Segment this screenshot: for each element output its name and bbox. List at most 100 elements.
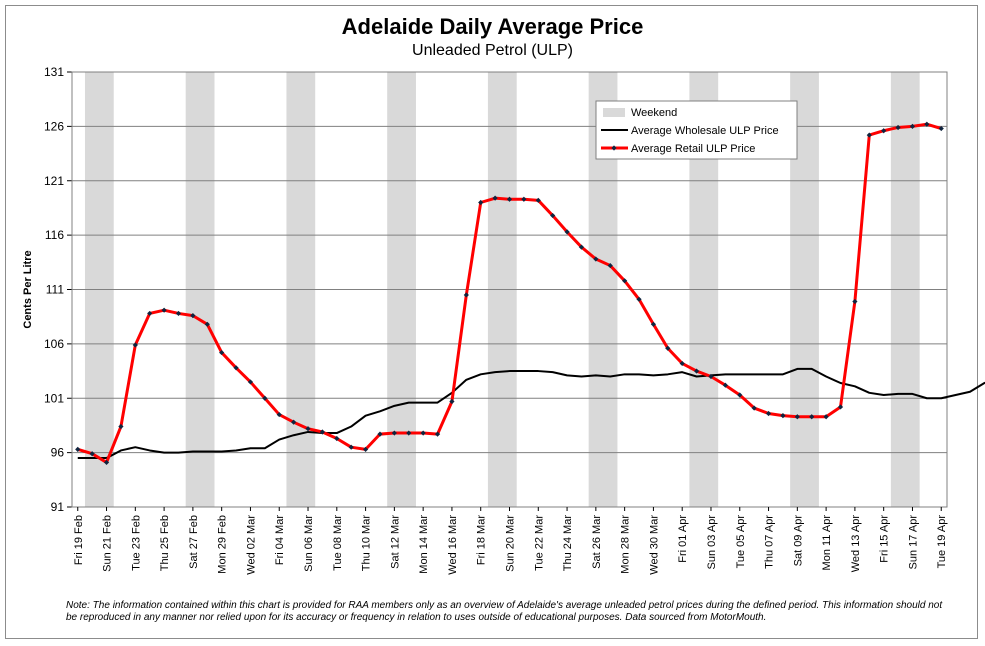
x-tick-label: Sat 12 Mar bbox=[389, 515, 401, 569]
retail-point bbox=[305, 426, 311, 432]
retail-point bbox=[334, 435, 340, 442]
x-tick-label: Thu 24 Mar bbox=[562, 515, 574, 572]
y-tick-label: 91 bbox=[51, 500, 65, 514]
x-tick-label: Sun 03 Apr bbox=[706, 515, 718, 570]
retail-point bbox=[909, 123, 916, 129]
x-tick-label: Sun 20 Mar bbox=[505, 515, 517, 572]
retail-point bbox=[823, 414, 829, 420]
y-tick-label: 111 bbox=[46, 283, 65, 297]
x-tick-label: Wed 30 Mar bbox=[648, 515, 660, 575]
retail-point bbox=[924, 121, 930, 127]
y-tick-label: 121 bbox=[44, 174, 64, 188]
x-tick-label: Fri 15 Apr bbox=[879, 515, 891, 563]
retail-point bbox=[535, 197, 541, 203]
x-tick-label: Fri 18 Mar bbox=[476, 515, 488, 565]
retail-point bbox=[420, 430, 426, 436]
retail-point bbox=[794, 414, 800, 420]
x-tick-label: Wed 13 Apr bbox=[850, 515, 862, 573]
y-tick-label: 126 bbox=[44, 119, 64, 133]
y-tick-label: 116 bbox=[45, 228, 64, 242]
chart-subtitle: Unleaded Petrol (ULP) bbox=[412, 42, 573, 59]
x-tick-label: Thu 10 Mar bbox=[361, 515, 373, 572]
x-tick-label: Thu 25 Feb bbox=[159, 515, 171, 571]
x-tick-label: Sat 09 Apr bbox=[792, 515, 804, 567]
retail-point bbox=[348, 444, 354, 450]
retail-point bbox=[175, 310, 182, 317]
y-axis-label: Cents Per Litre bbox=[22, 250, 34, 328]
retail-point bbox=[319, 429, 326, 435]
retail-point bbox=[449, 398, 455, 405]
x-tick-label: Thu 07 Apr bbox=[764, 515, 776, 569]
x-tick-label: Tue 19 Apr bbox=[936, 515, 948, 569]
retail-point bbox=[737, 392, 743, 398]
retail-point bbox=[132, 342, 138, 348]
retail-point bbox=[722, 382, 728, 388]
legend-box bbox=[595, 100, 798, 160]
retail-point bbox=[219, 349, 225, 356]
x-tick-label: Tue 08 Mar bbox=[332, 515, 344, 571]
legend-label: Weekend bbox=[631, 107, 677, 119]
retail-point bbox=[291, 419, 297, 425]
legend-swatch-weekend bbox=[603, 108, 625, 117]
x-tick-label: Fri 01 Apr bbox=[677, 515, 689, 563]
x-tick-label: Sun 21 Feb bbox=[102, 515, 114, 572]
retail-point bbox=[161, 307, 167, 313]
y-tick-label: 96 bbox=[51, 446, 65, 460]
retail-point bbox=[550, 212, 556, 219]
chart-note: Note: The information contained within t… bbox=[66, 600, 943, 623]
x-tick-label: Mon 14 Mar bbox=[418, 515, 430, 574]
retail-point bbox=[233, 365, 239, 371]
retail-point bbox=[492, 195, 498, 201]
retail-point bbox=[636, 296, 642, 302]
y-tick-label: 131 bbox=[44, 65, 64, 79]
retail-point bbox=[434, 431, 441, 437]
retail-point bbox=[89, 451, 95, 457]
retail-point bbox=[607, 262, 613, 269]
retail-point bbox=[780, 413, 786, 419]
x-tick-label: Sun 17 Apr bbox=[907, 515, 919, 570]
x-tick-label: Tue 22 Mar bbox=[533, 515, 545, 571]
retail-point bbox=[377, 431, 383, 437]
x-tick-label: Tue 05 Apr bbox=[735, 515, 747, 569]
x-tick-label: Mon 11 Apr bbox=[821, 515, 833, 571]
retail-point bbox=[881, 128, 887, 134]
retail-point bbox=[204, 321, 210, 327]
retail-point bbox=[103, 459, 110, 466]
retail-point bbox=[362, 446, 369, 452]
retail-point bbox=[751, 405, 757, 411]
y-tick-label: 106 bbox=[44, 337, 64, 351]
chart-title: Adelaide Daily Average Price bbox=[341, 14, 644, 39]
x-tick-label: Wed 16 Mar bbox=[447, 515, 459, 575]
retail-point bbox=[276, 411, 282, 418]
x-tick-label: Sun 06 Mar bbox=[303, 515, 315, 572]
retail-point bbox=[147, 310, 153, 317]
legend-label: Average Wholesale ULP Price bbox=[631, 125, 779, 137]
retail-point bbox=[478, 199, 484, 206]
retail-point bbox=[247, 379, 254, 385]
retail-point bbox=[679, 360, 685, 367]
legend-label: Average Retail ULP Price bbox=[631, 143, 755, 155]
retail-point bbox=[391, 430, 397, 436]
retail-point bbox=[895, 124, 901, 131]
x-tick-label: Sat 26 Mar bbox=[591, 515, 603, 569]
retail-point bbox=[809, 414, 815, 420]
retail-point bbox=[190, 313, 196, 319]
legend-marker-retail bbox=[611, 145, 617, 151]
y-tick-label: 101 bbox=[44, 391, 64, 405]
x-tick-label: Wed 02 Mar bbox=[245, 515, 257, 575]
retail-point bbox=[262, 395, 268, 401]
retail-point bbox=[650, 321, 657, 327]
retail-point bbox=[578, 244, 585, 250]
retail-point bbox=[665, 345, 671, 351]
x-tick-label: Tue 23 Feb bbox=[130, 515, 142, 571]
x-tick-label: Mon 28 Mar bbox=[620, 515, 632, 574]
retail-point bbox=[708, 373, 714, 380]
retail-point bbox=[938, 125, 944, 132]
retail-point bbox=[837, 404, 844, 410]
retail-point bbox=[75, 446, 81, 452]
retail-point bbox=[693, 368, 700, 374]
x-tick-label: Fri 19 Feb bbox=[73, 515, 85, 565]
x-tick-label: Sat 27 Feb bbox=[188, 515, 200, 569]
retail-point bbox=[118, 423, 124, 430]
